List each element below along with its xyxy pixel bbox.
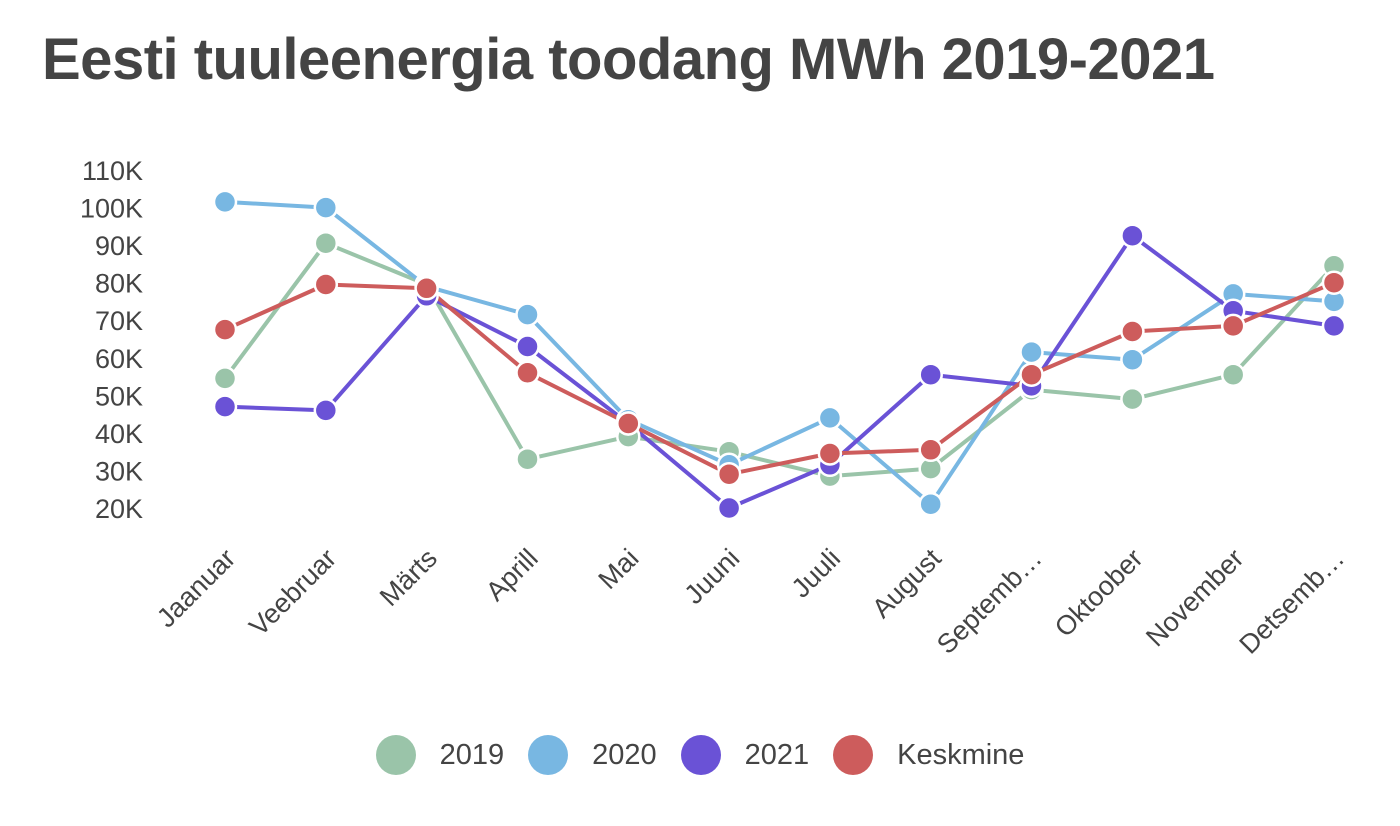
data-point-keskmine[interactable] — [918, 437, 943, 463]
data-point-keskmine[interactable] — [817, 441, 843, 466]
data-point-keskmine[interactable] — [212, 317, 238, 342]
data-point-2020[interactable] — [817, 405, 843, 431]
x-axis-ticks: Jaanuar Veebruar Märts Aprill Mai Juuni Juuli A… — [151, 543, 1350, 660]
data-point-2019[interactable] — [1220, 362, 1246, 387]
legend: 2019 2020 2021 Keskmine — [0, 735, 1400, 775]
y-axis-ticks: 20K 30K 40K 50K 60K 70K 80K 90K 100K 110K — [80, 156, 143, 524]
series-lines — [223, 199, 1336, 510]
series-points — [212, 189, 1347, 521]
data-point-2021[interactable] — [716, 495, 742, 521]
data-point-keskmine[interactable] — [1120, 319, 1145, 344]
x-tick-label: Juuni — [678, 543, 745, 610]
legend-item-2020[interactable]: 2020 — [528, 735, 657, 775]
chart-title: Eesti tuuleenergia toodang MWh 2019-2021 — [42, 27, 1215, 92]
legend-label: 2019 — [439, 738, 505, 771]
legend-swatch — [528, 735, 569, 775]
x-tick-label: Detsemb… — [1234, 543, 1351, 660]
data-point-2020[interactable] — [515, 302, 540, 327]
data-point-2020[interactable] — [1120, 347, 1145, 372]
legend-label: 2021 — [744, 738, 810, 771]
data-point-2019[interactable] — [515, 446, 540, 472]
x-tick-label: August — [866, 543, 947, 624]
y-tick-label: 80K — [95, 269, 143, 299]
y-tick-label: 40K — [95, 419, 143, 449]
data-point-2021[interactable] — [313, 398, 339, 423]
data-point-2021[interactable] — [1321, 313, 1347, 339]
data-point-keskmine[interactable] — [616, 411, 641, 436]
data-point-keskmine[interactable] — [515, 360, 540, 386]
data-point-2020[interactable] — [313, 195, 339, 220]
data-point-keskmine[interactable] — [313, 272, 339, 297]
data-point-keskmine[interactable] — [716, 461, 742, 487]
y-tick-label: 20K — [95, 494, 143, 524]
data-point-2020[interactable] — [212, 189, 238, 215]
x-tick-label: Märts — [374, 543, 443, 612]
legend-item-2021[interactable]: 2021 — [680, 735, 810, 775]
x-tick-label: Veebruar — [243, 543, 342, 642]
data-point-2019[interactable] — [212, 366, 238, 391]
data-point-2019[interactable] — [313, 230, 339, 256]
data-point-2020[interactable] — [918, 491, 943, 517]
legend-label: 2020 — [592, 738, 657, 771]
y-tick-label: 30K — [95, 456, 143, 486]
legend-item-keskmine[interactable]: Keskmine — [833, 735, 1024, 775]
legend-swatch — [375, 735, 416, 775]
data-point-keskmine[interactable] — [1321, 270, 1347, 295]
data-point-2021[interactable] — [918, 362, 943, 387]
x-tick-label: Juuli — [786, 543, 846, 603]
y-tick-label: 110K — [82, 156, 143, 186]
legend-swatch — [833, 735, 874, 775]
x-tick-label: Septemb… — [931, 543, 1048, 660]
y-tick-label: 60K — [95, 344, 143, 374]
y-tick-label: 90K — [95, 231, 143, 261]
data-point-keskmine[interactable] — [1019, 362, 1044, 387]
legend-label: Keskmine — [897, 738, 1025, 771]
y-tick-label: 50K — [95, 381, 143, 411]
x-tick-label: Aprill — [480, 543, 544, 607]
data-point-keskmine[interactable] — [1220, 313, 1246, 339]
data-point-2020[interactable] — [1019, 339, 1044, 365]
x-tick-label: Jaanuar — [151, 543, 241, 633]
series-line-2021 — [223, 233, 1336, 510]
x-tick-label: Oktoober — [1049, 543, 1149, 643]
series-line-2020 — [223, 199, 1336, 507]
series-line-keskmine — [223, 280, 1336, 477]
y-tick-label: 70K — [95, 306, 143, 336]
legend-swatch — [680, 735, 721, 775]
data-point-2021[interactable] — [1120, 223, 1145, 248]
data-point-2019[interactable] — [1120, 386, 1145, 412]
data-point-2021[interactable] — [515, 334, 540, 359]
data-point-keskmine[interactable] — [414, 276, 439, 301]
legend-item-2019[interactable]: 2019 — [375, 735, 505, 775]
x-tick-label: Mai — [593, 543, 645, 595]
x-tick-label: November — [1140, 543, 1249, 652]
data-point-2021[interactable] — [212, 394, 238, 419]
y-tick-label: 100K — [80, 194, 143, 224]
